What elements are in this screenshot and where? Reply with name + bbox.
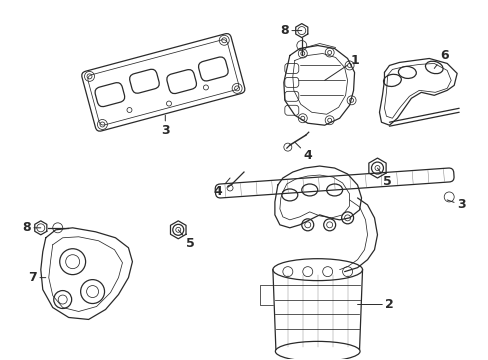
Text: 8: 8 bbox=[280, 24, 301, 37]
Text: 5: 5 bbox=[377, 168, 391, 189]
Text: 6: 6 bbox=[433, 49, 447, 68]
Text: 8: 8 bbox=[22, 221, 41, 234]
Text: 4: 4 bbox=[213, 178, 229, 198]
Text: 3: 3 bbox=[161, 115, 169, 137]
Text: 3: 3 bbox=[447, 198, 465, 211]
Text: 1: 1 bbox=[324, 54, 358, 80]
Text: 5: 5 bbox=[178, 230, 194, 250]
Text: 4: 4 bbox=[294, 142, 311, 162]
Text: 2: 2 bbox=[357, 298, 393, 311]
Text: 7: 7 bbox=[28, 271, 46, 284]
